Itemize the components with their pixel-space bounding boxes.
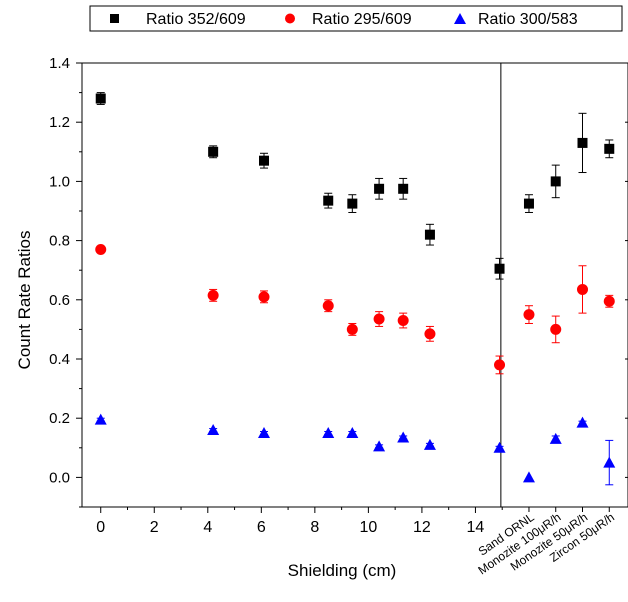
- legend-label-1: Ratio 352/609: [146, 11, 246, 28]
- data-point-triangle: [322, 427, 335, 438]
- data-point-circle: [207, 289, 219, 301]
- data-point-triangle: [373, 440, 386, 452]
- series-ratio-295-609: [95, 243, 615, 375]
- plot-frame: [81, 62, 628, 508]
- data-point-triangle: [549, 432, 562, 444]
- y-axis-title: Count Rate Ratios: [15, 231, 34, 370]
- legend-label-3: Ratio 300/583: [478, 11, 578, 28]
- y-tick-label: 0.2: [49, 410, 70, 427]
- x-axis-title: Shielding (cm): [288, 561, 397, 580]
- y-tick-label: 0.8: [49, 233, 70, 250]
- legend-frame: [89, 5, 623, 32]
- data-point-square: [323, 195, 334, 206]
- y-tick-label: 0.0: [49, 469, 70, 486]
- legend-marker-square: [110, 14, 119, 23]
- legend-label-2: Ratio 295/609: [312, 11, 412, 28]
- data-point-circle: [397, 315, 409, 327]
- legend-marker-circle: [285, 13, 295, 24]
- data-point-triangle: [603, 456, 616, 468]
- data-point-triangle: [94, 413, 107, 425]
- data-point-circle: [373, 313, 385, 325]
- data-point-square: [95, 93, 106, 104]
- y-tick-label: 1.2: [49, 114, 70, 131]
- data-point-square: [424, 229, 435, 240]
- data-point-triangle: [207, 424, 220, 436]
- x-tick-label: 10: [359, 519, 377, 536]
- data-point-square: [259, 155, 269, 166]
- series-ratio-352-609: [95, 92, 615, 280]
- data-point-circle: [346, 323, 358, 335]
- data-point-triangle: [346, 427, 359, 438]
- data-point-circle: [322, 300, 334, 312]
- data-point-square: [494, 263, 505, 274]
- y-tick-label: 1.0: [49, 173, 70, 190]
- data-point-square: [523, 198, 534, 209]
- y-tick-label: 0.4: [49, 351, 70, 368]
- y-tick-label: 1.4: [49, 55, 70, 72]
- data-point-square: [398, 183, 409, 194]
- data-point-square: [550, 176, 561, 187]
- data-point-triangle: [576, 416, 589, 428]
- x-tick-label: 4: [203, 519, 212, 536]
- data-point-square: [208, 146, 219, 157]
- data-point-triangle: [258, 427, 270, 438]
- data-point-square: [604, 143, 615, 154]
- series-ratio-300-583: [94, 413, 616, 486]
- y-tick-label: 0.6: [49, 292, 70, 309]
- data-point-triangle: [397, 431, 410, 443]
- x-tick-label: 0: [96, 519, 105, 536]
- data-point-circle: [523, 309, 535, 321]
- x-tick-label: 6: [257, 519, 266, 536]
- data-point-square: [577, 137, 588, 148]
- x-tick-label: 8: [310, 519, 319, 536]
- data-point-circle: [494, 359, 506, 371]
- data-point-circle: [550, 323, 562, 335]
- x-axis-ticks: 0 2 4 6 8 10 12 14: [96, 507, 503, 536]
- data-point-circle: [424, 328, 436, 340]
- data-point-triangle: [522, 471, 535, 483]
- y-axis-ticks: 0.0 0.2 0.4 0.6 0.8 1.0 1.2 1.4: [49, 55, 82, 508]
- data-point-circle: [258, 291, 270, 303]
- legend: Ratio 352/609 Ratio 295/609 Ratio 300/58…: [89, 5, 623, 32]
- data-point-circle: [577, 283, 588, 295]
- x-tick-label: 14: [467, 519, 485, 536]
- data-point-circle: [95, 243, 107, 255]
- x-tick-label: 2: [150, 519, 159, 536]
- legend-marker-triangle: [454, 13, 466, 24]
- x-tick-label: 12: [413, 519, 431, 536]
- data-point-triangle: [493, 441, 506, 453]
- data-point-circle: [603, 295, 615, 307]
- data-point-square: [374, 183, 385, 194]
- data-point-square: [347, 198, 358, 209]
- data-point-triangle: [423, 438, 436, 450]
